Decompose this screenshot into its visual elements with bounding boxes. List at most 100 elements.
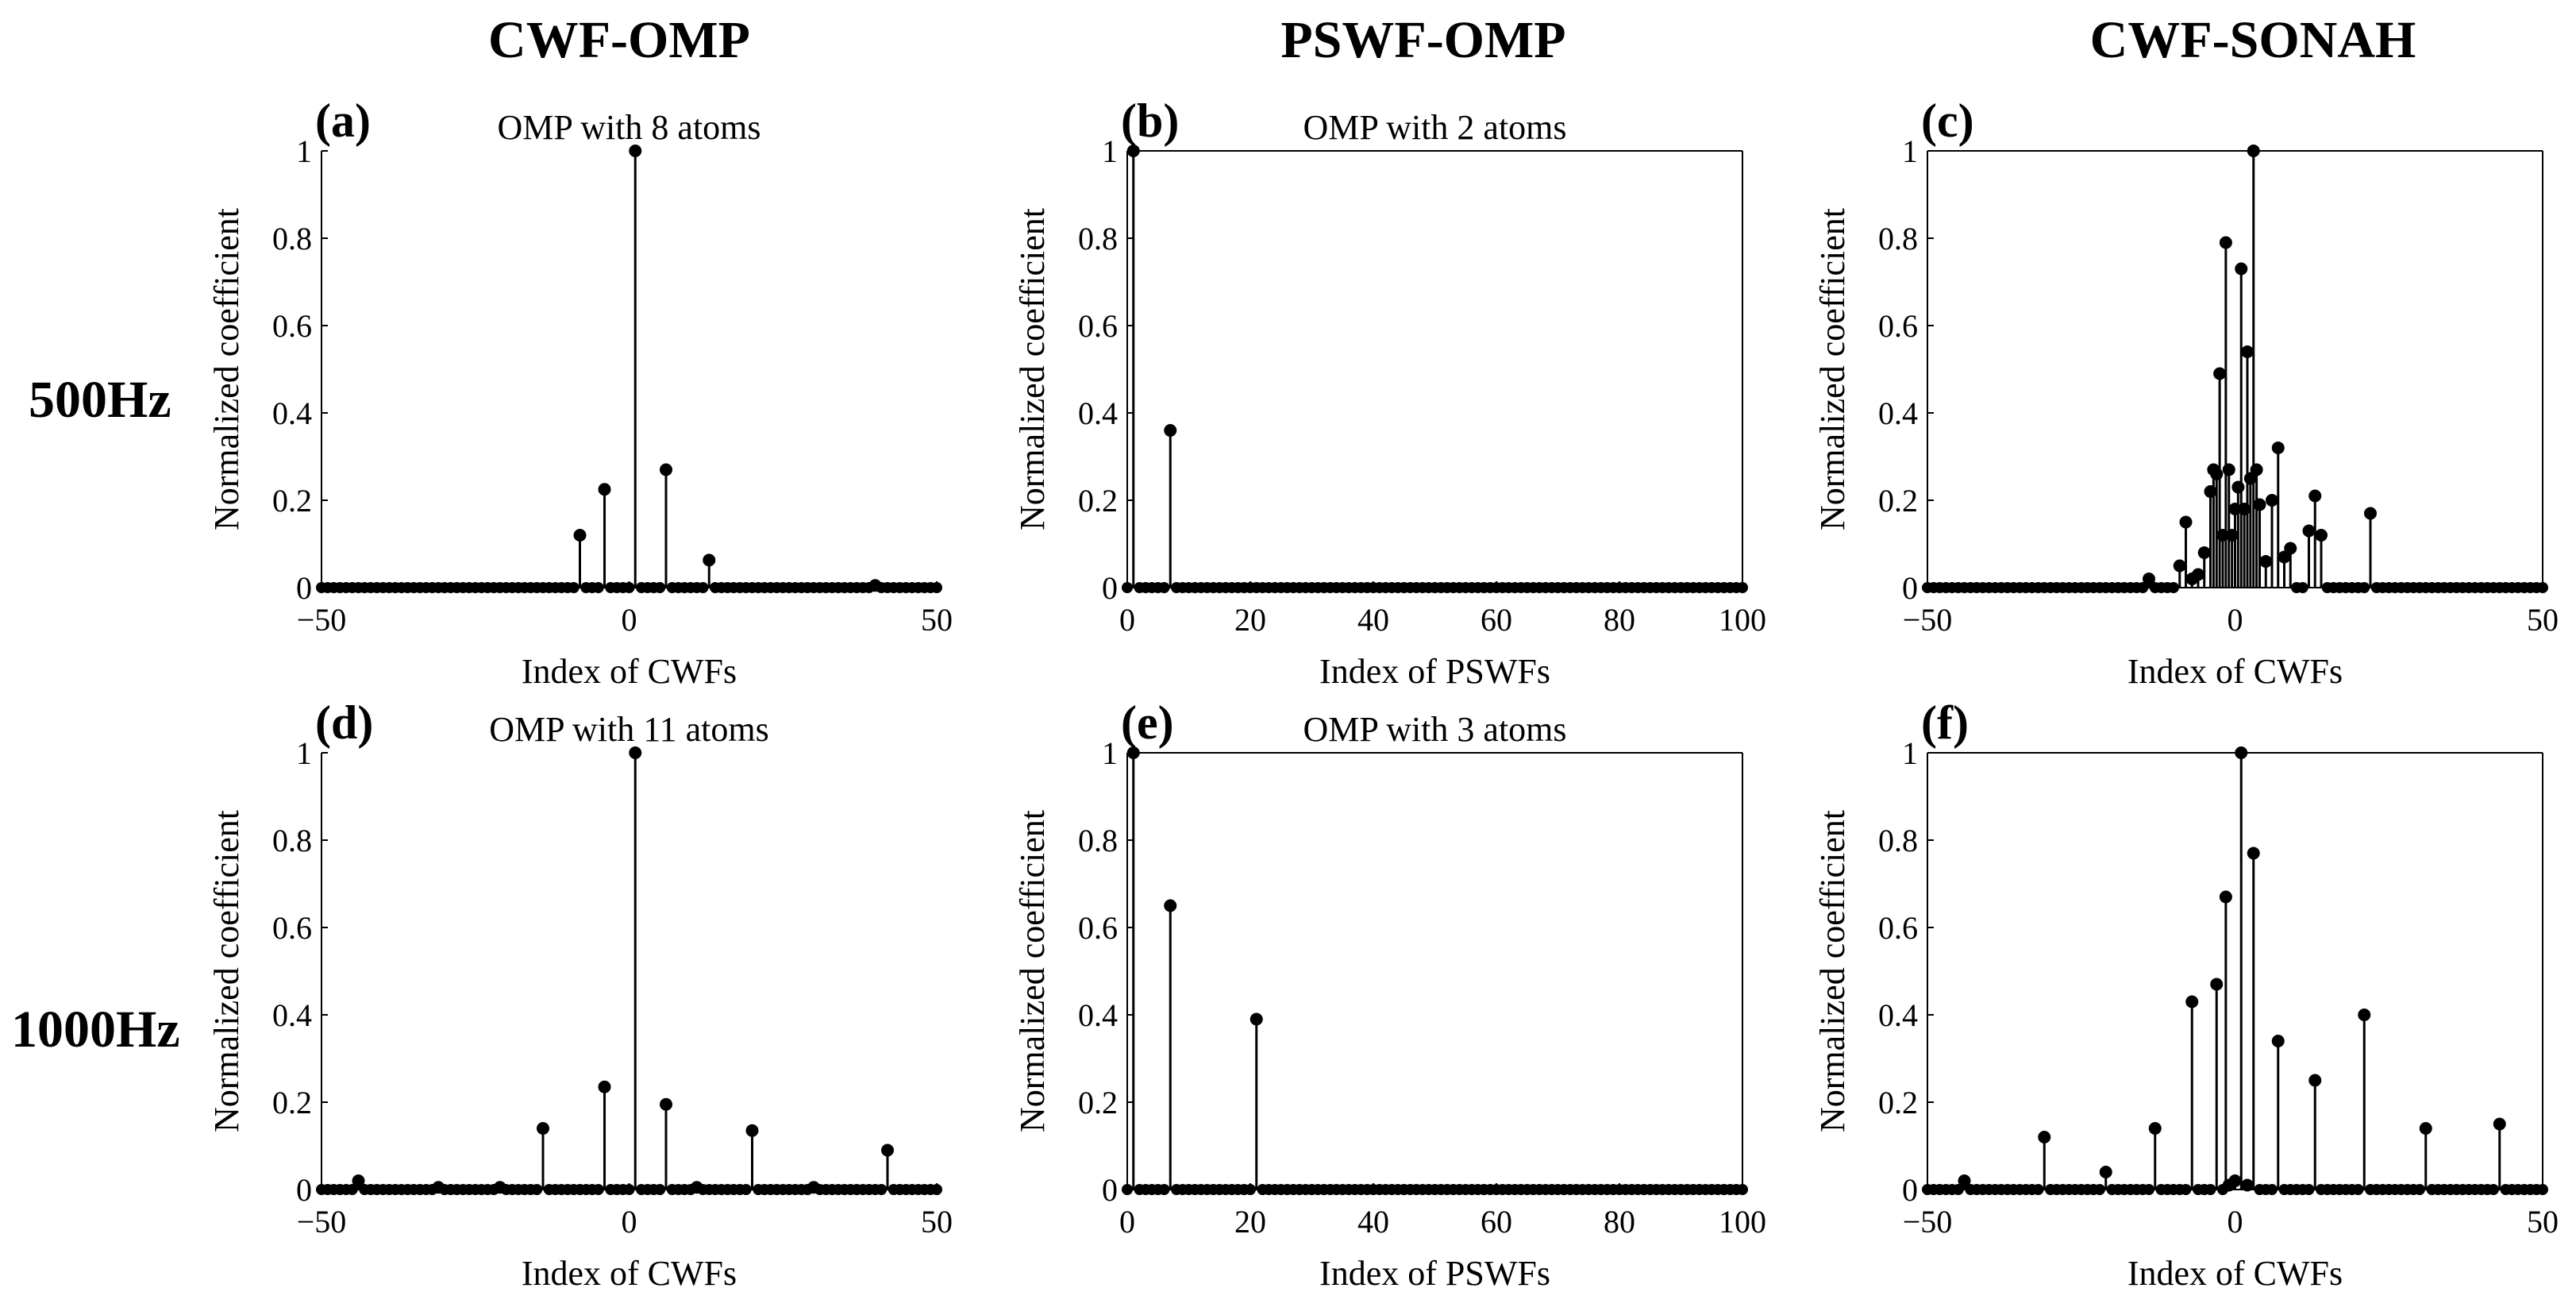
column-heading-cwf-sonah: CWF-SONAH bbox=[2090, 11, 2416, 69]
stem-marker bbox=[2210, 978, 2224, 991]
stem-marker bbox=[2143, 1184, 2154, 1195]
y-tick-label: 0.6 bbox=[1078, 308, 1118, 344]
stem-marker bbox=[432, 1181, 445, 1194]
y-tick-label: 1 bbox=[1102, 735, 1118, 771]
stem-marker bbox=[745, 1124, 759, 1137]
stem-marker bbox=[2302, 524, 2316, 538]
stem-marker bbox=[629, 145, 642, 157]
y-tick-label: 0.8 bbox=[1878, 823, 1918, 858]
y-tick-label: 1 bbox=[1902, 133, 1918, 169]
stem-marker bbox=[2493, 1117, 2506, 1131]
stem-marker bbox=[690, 1181, 703, 1194]
stem-marker bbox=[493, 1181, 506, 1194]
panel-title: OMP with 11 atoms bbox=[489, 710, 768, 749]
y-tick-label: 0.6 bbox=[1878, 308, 1918, 344]
stem-marker bbox=[1952, 1184, 1964, 1195]
stem-marker bbox=[2192, 568, 2204, 581]
stem-marker bbox=[660, 463, 672, 476]
y-tick-label: 0.4 bbox=[1078, 997, 1118, 1033]
x-tick-label: 60 bbox=[1481, 602, 1512, 638]
stem-marker bbox=[1164, 899, 1177, 912]
stem-marker bbox=[2094, 1184, 2105, 1195]
y-tick-label: 1 bbox=[1902, 735, 1918, 771]
y-tick-label: 0.2 bbox=[1078, 1085, 1118, 1120]
stem-marker bbox=[876, 1184, 888, 1195]
y-axis-label: Normalized coefficient bbox=[207, 208, 246, 530]
stem-marker bbox=[2308, 1074, 2322, 1087]
stem-marker bbox=[1158, 582, 1170, 593]
stem-marker bbox=[2137, 582, 2149, 593]
x-axis-label: Index of CWFs bbox=[522, 652, 737, 691]
stem-marker bbox=[2488, 1184, 2499, 1195]
y-tick-label: 0.4 bbox=[1078, 395, 1118, 431]
stem-marker bbox=[2247, 846, 2260, 860]
stem-marker bbox=[2419, 1122, 2432, 1135]
stem-marker bbox=[2315, 529, 2328, 542]
y-tick-label: 0 bbox=[1902, 570, 1918, 606]
x-tick-label: 80 bbox=[1604, 602, 1635, 638]
stem-marker bbox=[598, 483, 611, 496]
x-tick-label: 0 bbox=[1119, 1204, 1135, 1240]
y-tick-label: 0.4 bbox=[1878, 395, 1918, 431]
stem-marker bbox=[1737, 1184, 1748, 1195]
stem-marker bbox=[1158, 1184, 1170, 1195]
x-tick-label: 50 bbox=[2527, 602, 2559, 638]
x-tick-label: 40 bbox=[1357, 602, 1389, 638]
x-tick-label: −50 bbox=[297, 1204, 347, 1240]
stem-marker bbox=[2235, 746, 2248, 759]
panel-title: OMP with 3 atoms bbox=[1303, 710, 1566, 749]
y-tick-label: 0.2 bbox=[1078, 483, 1118, 519]
column-heading-pswf-omp: PSWF-OMP bbox=[1280, 11, 1565, 69]
x-tick-label: 20 bbox=[1234, 1204, 1266, 1240]
stem-marker bbox=[2537, 582, 2548, 593]
panel-label: (e) bbox=[1121, 696, 1174, 749]
stem-marker bbox=[573, 529, 587, 542]
stem-marker bbox=[654, 1184, 666, 1195]
stem-marker bbox=[2219, 890, 2232, 904]
stem-marker bbox=[2241, 1178, 2254, 1192]
x-tick-label: 60 bbox=[1481, 1204, 1512, 1240]
stem-marker bbox=[697, 582, 709, 593]
stem-marker bbox=[1122, 582, 1133, 593]
stem-marker bbox=[1958, 1174, 1971, 1187]
y-tick-label: 1 bbox=[296, 735, 312, 771]
x-tick-label: 0 bbox=[622, 602, 637, 638]
stem-marker bbox=[1126, 746, 1140, 759]
stem-marker bbox=[623, 1184, 635, 1195]
stem-marker bbox=[592, 1184, 604, 1195]
y-tick-label: 0 bbox=[1102, 570, 1118, 606]
y-tick-label: 0 bbox=[296, 1172, 312, 1208]
y-tick-label: 0.6 bbox=[272, 308, 312, 344]
panel-4: 0 0.2 0.4 0.6 0.8 1 0 20 40 60 80 100 Index of PSWFs… bbox=[1013, 696, 1766, 1293]
panel-title: OMP with 8 atoms bbox=[497, 108, 760, 147]
stem-marker bbox=[2266, 1184, 2278, 1195]
panel-label: (d) bbox=[315, 696, 373, 749]
stem-marker bbox=[2173, 559, 2186, 573]
stem-marker bbox=[1737, 582, 1748, 593]
stem-marker bbox=[568, 582, 580, 593]
y-tick-label: 1 bbox=[296, 133, 312, 169]
stem-marker bbox=[2247, 145, 2260, 157]
y-tick-label: 0 bbox=[1102, 1172, 1118, 1208]
stem-marker bbox=[598, 1080, 611, 1093]
x-tick-label: 100 bbox=[1719, 1204, 1766, 1240]
x-axis-label: Index of CWFs bbox=[2127, 652, 2343, 691]
y-tick-label: 0.2 bbox=[1878, 483, 1918, 519]
stem-marker bbox=[2148, 1122, 2162, 1135]
stem-marker bbox=[2225, 529, 2239, 542]
stem-marker bbox=[2358, 1008, 2371, 1021]
stem-marker bbox=[2222, 463, 2235, 476]
y-tick-label: 0 bbox=[1902, 1172, 1918, 1208]
x-tick-label: 100 bbox=[1719, 602, 1766, 638]
stem-marker bbox=[2259, 555, 2273, 568]
x-tick-label: −50 bbox=[1903, 602, 1953, 638]
y-tick-label: 0.2 bbox=[272, 483, 312, 519]
stem-marker bbox=[2352, 1184, 2364, 1195]
y-axis-label: Normalized coefficient bbox=[1813, 810, 1852, 1132]
y-tick-label: 0.8 bbox=[1878, 221, 1918, 256]
stem-marker bbox=[931, 1184, 942, 1195]
stem-marker bbox=[1249, 1012, 1263, 1026]
